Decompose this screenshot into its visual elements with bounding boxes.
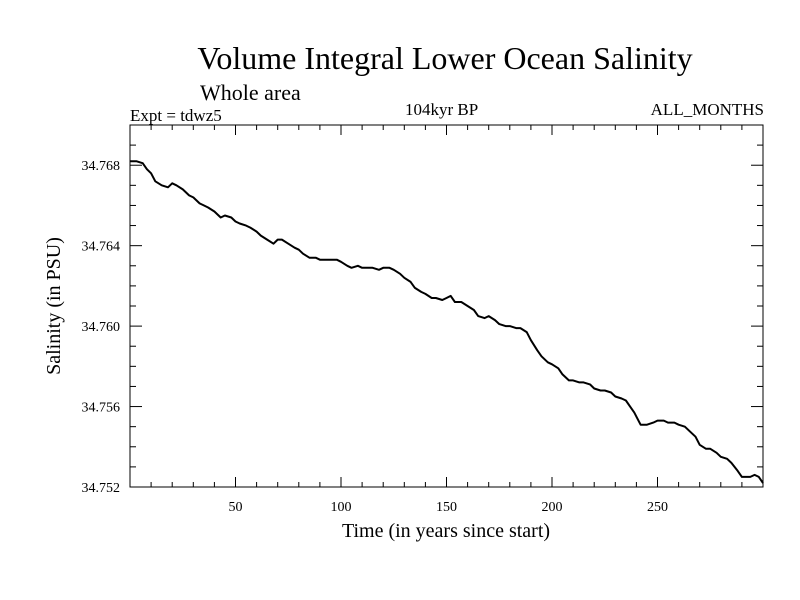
chart-subtitle: Whole area (200, 80, 301, 105)
months-label: ALL_MONTHS (650, 100, 764, 119)
x-tick-label: 200 (542, 500, 563, 515)
y-axis-label: Salinity (in PSU) (43, 237, 65, 375)
x-tick-label: 250 (647, 500, 668, 515)
y-tick-label: 34.768 (82, 159, 121, 174)
experiment-label: Expt = tdwz5 (130, 106, 222, 125)
y-tick-label: 34.764 (82, 240, 121, 255)
period-label: 104kyr BP (405, 100, 479, 119)
x-tick-label: 100 (331, 500, 352, 515)
series-line (130, 160, 764, 484)
y-tick-label: 34.756 (82, 401, 121, 416)
plot-frame (129, 124, 764, 488)
ticks-layer (130, 125, 763, 488)
x-axis-label: Time (in years since start) (342, 520, 550, 542)
y-tick-label: 34.760 (82, 320, 121, 335)
tick-labels: 50 100 150 200 250 34.752 34.756 34.760 34.764 34… (82, 159, 669, 515)
x-tick-label: 50 (229, 500, 243, 515)
y-tick-label: 34.752 (82, 481, 121, 496)
chart-title: Volume Integral Lower Ocean Salinity (197, 40, 693, 76)
x-tick-label: 150 (436, 500, 457, 515)
